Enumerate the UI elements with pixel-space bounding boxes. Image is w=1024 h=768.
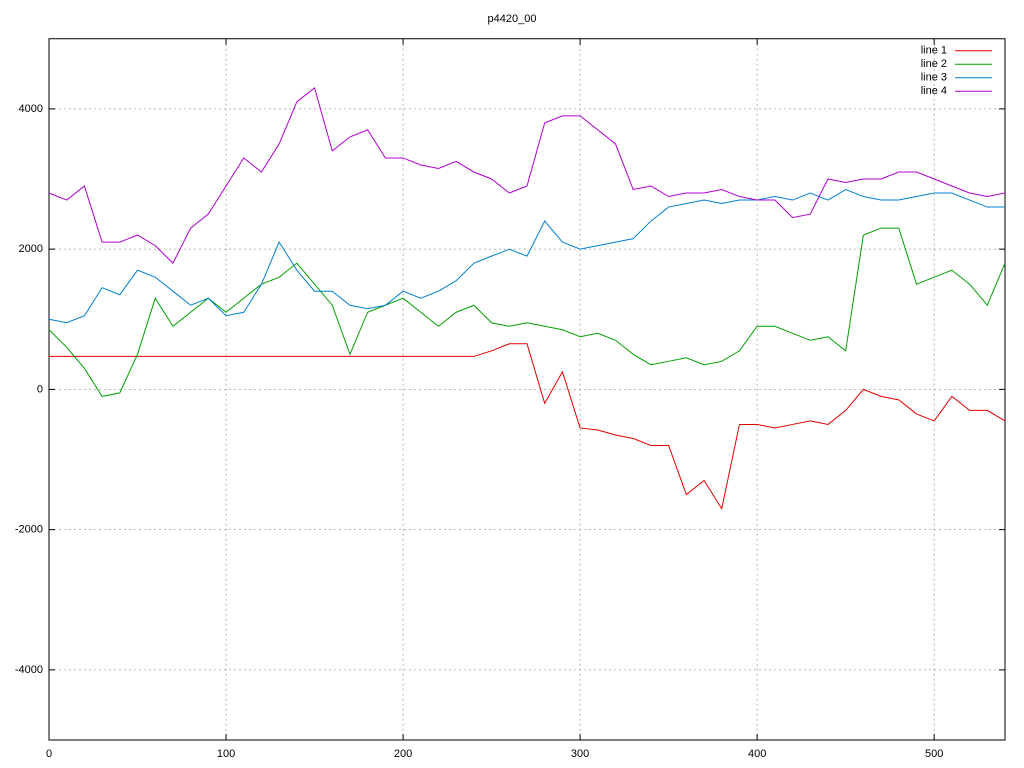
y-tick-label: 2000 bbox=[19, 243, 43, 255]
legend-label: line 3 bbox=[921, 72, 947, 84]
x-tick-label: 500 bbox=[925, 748, 943, 760]
x-tick-label: 0 bbox=[46, 748, 52, 760]
legend-label: line 4 bbox=[921, 85, 947, 97]
legend-label: line 1 bbox=[921, 45, 947, 57]
data-line bbox=[49, 343, 1006, 510]
data-line bbox=[48, 188, 1005, 324]
y-tick-label: 0 bbox=[37, 383, 43, 395]
legend-label: line 2 bbox=[921, 58, 947, 70]
x-tick-label: 200 bbox=[394, 748, 412, 760]
x-tick-label: 100 bbox=[217, 748, 235, 760]
x-tick-label: 300 bbox=[571, 748, 589, 760]
plot-border bbox=[48, 38, 1006, 741]
y-tick-label: 4000 bbox=[19, 103, 43, 115]
y-tick-label: -2000 bbox=[15, 524, 43, 536]
y-tick-label: -4000 bbox=[15, 664, 43, 676]
data-line bbox=[48, 86, 1006, 264]
data-line bbox=[48, 227, 1006, 397]
chart-title: p4420_00 bbox=[488, 13, 537, 25]
x-tick-label: 400 bbox=[748, 748, 766, 760]
